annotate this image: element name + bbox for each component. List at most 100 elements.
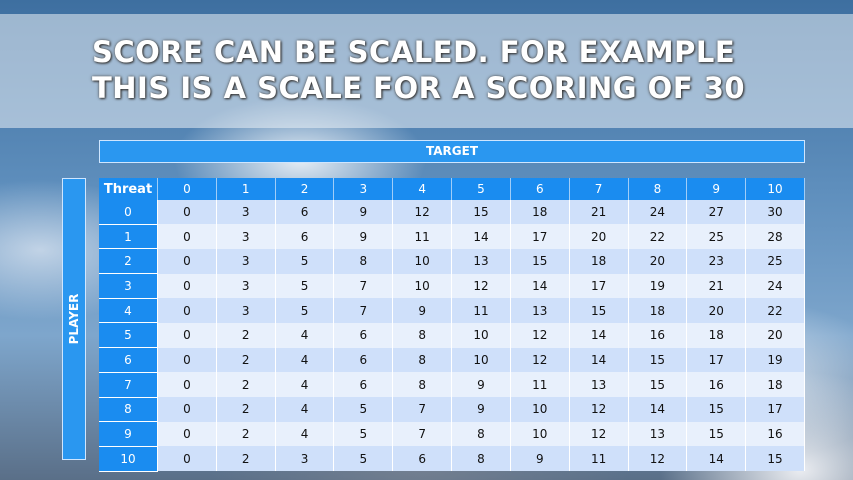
score-cell: 12 — [510, 347, 570, 373]
score-cell: 0 — [157, 224, 217, 249]
player-label: PLAYER — [67, 293, 81, 345]
score-cell: 16 — [745, 421, 805, 447]
table-row: 0 0 3 6 9 12 15 18 21 24 27 30 — [99, 200, 805, 225]
score-cell: 0 — [157, 347, 217, 373]
column-header: 1 — [216, 178, 276, 200]
score-cell: 8 — [451, 446, 511, 472]
score-cell: 13 — [569, 372, 629, 397]
score-cell: 11 — [451, 298, 511, 323]
score-cell: 0 — [157, 421, 217, 447]
score-cell: 10 — [451, 347, 511, 373]
score-cell: 17 — [745, 397, 805, 422]
score-cell: 15 — [745, 446, 805, 472]
score-cell: 11 — [510, 372, 570, 397]
score-cell: 13 — [510, 298, 570, 323]
score-cell: 0 — [157, 273, 217, 299]
score-cell: 8 — [392, 347, 453, 373]
score-cell: 13 — [628, 421, 688, 447]
table-row: 2 0 3 5 8 10 13 15 18 20 23 25 — [99, 248, 805, 275]
score-cell: 9 — [392, 298, 453, 323]
score-cell: 0 — [157, 446, 217, 472]
score-cell: 12 — [569, 421, 629, 447]
row-header: 7 — [99, 372, 158, 398]
score-cell: 0 — [157, 397, 217, 422]
score-cell: 15 — [569, 298, 629, 323]
score-cell: 2 — [216, 372, 276, 397]
corner-header: Threat — [99, 178, 158, 200]
title-line-1: SCORE CAN BE SCALED. FOR EXAMPLE — [92, 35, 736, 69]
score-cell: 14 — [569, 322, 629, 348]
score-cell: 10 — [392, 248, 453, 274]
score-cell: 5 — [275, 248, 335, 274]
score-cell: 28 — [745, 224, 805, 249]
score-cell: 7 — [333, 273, 394, 299]
score-cell: 9 — [333, 224, 394, 249]
row-header: 8 — [99, 397, 158, 423]
score-cell: 4 — [275, 421, 335, 447]
score-cell: 4 — [275, 372, 335, 397]
table-row: 10 0 2 3 5 6 8 9 11 12 14 15 — [99, 446, 805, 472]
score-cell: 4 — [275, 347, 335, 373]
score-cell: 6 — [333, 372, 394, 397]
score-cell: 17 — [510, 224, 570, 249]
score-cell: 0 — [157, 200, 217, 225]
score-cell: 12 — [451, 273, 511, 299]
score-cell: 3 — [216, 200, 276, 225]
score-cell: 3 — [275, 446, 335, 472]
score-cell: 24 — [628, 200, 688, 225]
row-header: 10 — [99, 446, 158, 472]
column-header: 8 — [628, 178, 688, 200]
column-header: 7 — [569, 178, 629, 200]
column-header: 6 — [510, 178, 570, 200]
column-header: 3 — [333, 178, 394, 200]
score-cell: 18 — [686, 322, 747, 348]
score-cell: 14 — [628, 397, 688, 422]
player-header: PLAYER — [62, 178, 86, 460]
score-cell: 15 — [686, 397, 747, 422]
score-cell: 20 — [628, 248, 688, 274]
table-row: 1 0 3 6 9 11 14 17 20 22 25 28 — [99, 224, 805, 250]
score-cell: 21 — [569, 200, 629, 225]
score-cell: 14 — [569, 347, 629, 373]
score-cell: 14 — [510, 273, 570, 299]
table-row: 6 0 2 4 6 8 10 12 14 15 17 19 — [99, 347, 805, 373]
score-cell: 11 — [392, 224, 453, 249]
table-row: 5 0 2 4 6 8 10 12 14 16 18 20 — [99, 322, 805, 349]
score-cell: 7 — [333, 298, 394, 323]
score-cell: 9 — [451, 397, 511, 422]
score-cell: 8 — [333, 248, 394, 274]
score-cell: 12 — [510, 322, 570, 348]
row-header: 0 — [99, 200, 158, 225]
table-row: 9 0 2 4 5 7 8 10 12 13 15 16 — [99, 421, 805, 447]
table-row: 3 0 3 5 7 10 12 14 17 19 21 24 — [99, 273, 805, 299]
column-header: 10 — [745, 178, 805, 200]
score-cell: 2 — [216, 446, 276, 472]
score-cell: 27 — [686, 200, 747, 225]
row-header: 1 — [99, 224, 158, 250]
column-header: 0 — [157, 178, 217, 200]
score-cell: 2 — [216, 322, 276, 348]
score-cell: 13 — [451, 248, 511, 274]
score-cell: 14 — [451, 224, 511, 249]
score-cell: 9 — [510, 446, 570, 472]
row-header: 2 — [99, 248, 158, 275]
score-table: Threat 0 1 2 3 4 5 6 7 8 9 10 0 0 3 6 9 12 15 18 21 24 27 30 1 0… — [99, 178, 805, 472]
score-cell: 18 — [569, 248, 629, 274]
target-header: TARGET — [99, 140, 805, 163]
score-cell: 0 — [157, 298, 217, 323]
table-row: 8 0 2 4 5 7 9 10 12 14 15 17 — [99, 397, 805, 423]
score-cell: 8 — [392, 322, 453, 348]
score-cell: 5 — [333, 446, 394, 472]
column-header: 9 — [686, 178, 747, 200]
table-row: 7 0 2 4 6 8 9 11 13 15 16 18 — [99, 372, 805, 398]
score-cell: 2 — [216, 421, 276, 447]
score-cell: 9 — [333, 200, 394, 225]
score-cell: 10 — [451, 322, 511, 348]
score-cell: 23 — [686, 248, 747, 274]
score-cell: 5 — [275, 273, 335, 299]
score-cell: 30 — [745, 200, 805, 225]
score-cell: 20 — [745, 322, 805, 348]
score-cell: 0 — [157, 322, 217, 348]
score-cell: 2 — [216, 347, 276, 373]
score-cell: 17 — [569, 273, 629, 299]
